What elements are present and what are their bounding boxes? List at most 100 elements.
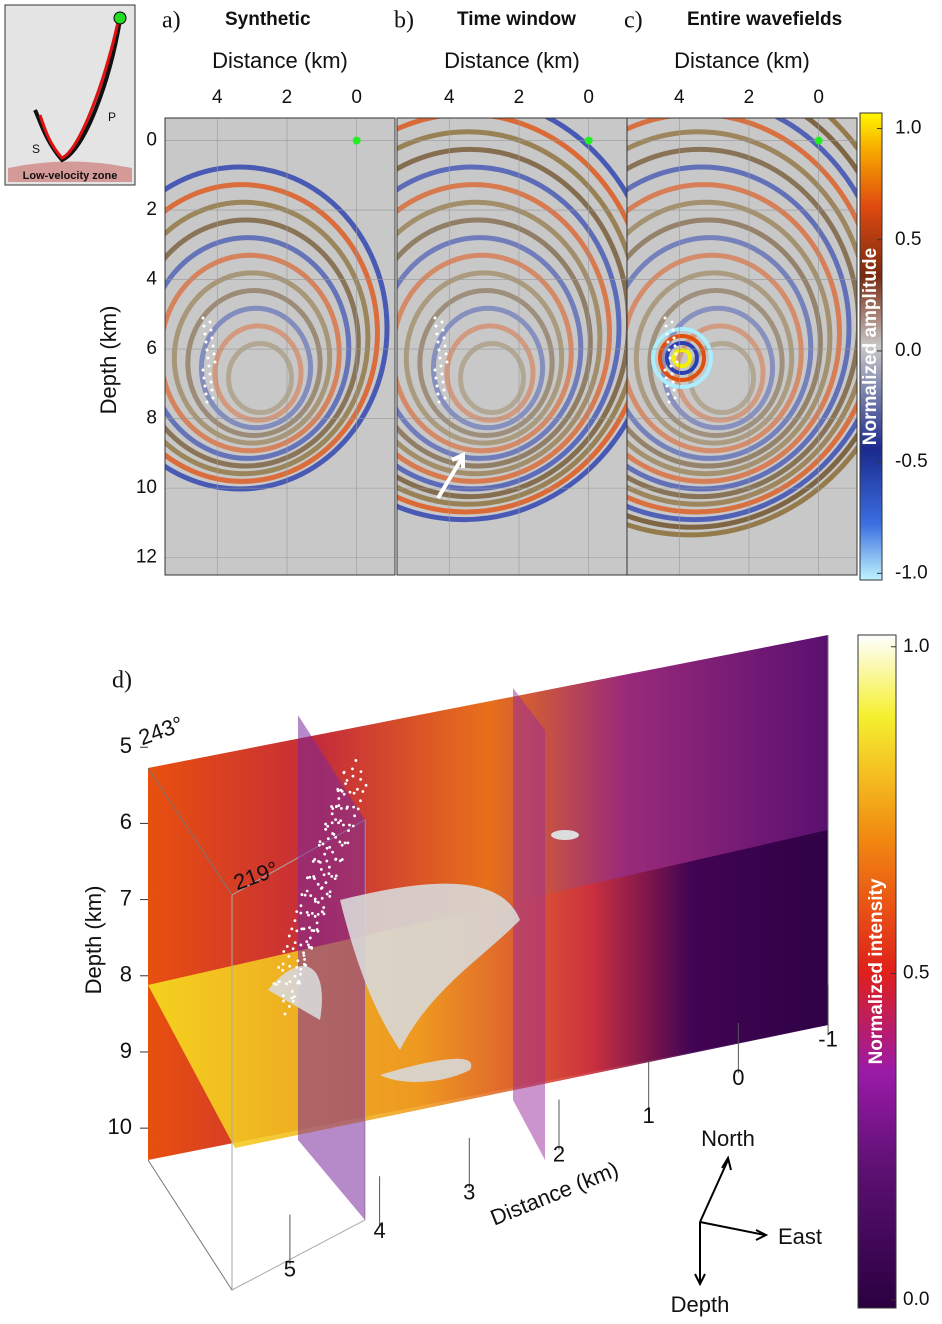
source [352, 136, 361, 145]
event [310, 946, 314, 950]
wave-ring [627, 118, 857, 515]
event [340, 858, 344, 861]
event [331, 832, 334, 835]
wave-ring [198, 305, 314, 431]
wave-ring [165, 199, 371, 477]
event [442, 336, 446, 340]
event [354, 759, 358, 762]
event [666, 392, 670, 396]
y-tick-label: 4 [146, 269, 157, 290]
event [316, 882, 320, 886]
source [814, 136, 823, 145]
x-tick-label: 2 [514, 87, 525, 108]
y-tick-label: 5 [120, 733, 132, 758]
event [348, 790, 352, 794]
event [203, 332, 207, 336]
event [299, 967, 303, 971]
event [327, 865, 331, 869]
event [324, 827, 328, 831]
colorbar-tick-label: 0.5 [903, 962, 929, 983]
event [213, 360, 217, 364]
event [318, 840, 322, 844]
event [352, 805, 356, 809]
event [434, 376, 438, 380]
wave-ring [397, 235, 584, 461]
event [293, 941, 297, 945]
wave-ring [397, 129, 627, 507]
y-tick-label: 8 [146, 408, 157, 429]
event [275, 982, 279, 986]
x-tick-label: 0 [351, 87, 362, 108]
panel-letter: b) [394, 8, 414, 34]
event [285, 944, 289, 948]
event [308, 936, 312, 940]
event [351, 774, 355, 778]
event [212, 352, 216, 356]
wave-ring [212, 323, 304, 423]
colorbar-tick-label: 1.0 [895, 118, 921, 139]
event [364, 783, 368, 787]
event [671, 380, 675, 384]
event [282, 999, 285, 1003]
event [663, 316, 667, 320]
event [300, 893, 304, 896]
x-tick-label: 4 [212, 87, 223, 108]
event [308, 926, 311, 930]
wave-ring [403, 270, 565, 446]
x-axis-label: Distance (km) [674, 48, 810, 73]
event [293, 974, 297, 978]
panel-letter: d) [112, 668, 132, 694]
event [290, 996, 294, 1000]
event [333, 877, 337, 881]
wave-ring [633, 270, 795, 446]
focus-ring [665, 341, 699, 375]
event [310, 912, 314, 915]
event [305, 940, 309, 944]
wave-ring [627, 217, 823, 469]
event [277, 965, 281, 969]
event [302, 954, 306, 957]
wave-ring [165, 217, 361, 469]
event [664, 376, 668, 380]
event [211, 396, 215, 400]
event [209, 380, 213, 384]
event [303, 963, 307, 967]
event [326, 824, 330, 828]
event [433, 316, 437, 320]
event [436, 392, 440, 396]
event [325, 892, 329, 896]
event [291, 999, 295, 1003]
event [208, 372, 212, 376]
event [308, 875, 312, 879]
event [665, 332, 669, 336]
event [441, 380, 445, 384]
wave-ring [397, 164, 622, 492]
x-tick-label: 4 [444, 87, 455, 108]
event [668, 356, 672, 360]
event [328, 845, 332, 849]
event [673, 396, 677, 400]
event [306, 943, 310, 947]
event [317, 843, 321, 847]
event [330, 812, 334, 816]
event [336, 789, 340, 793]
event [288, 980, 292, 983]
wave-ring [417, 288, 555, 438]
panel-title: Time window [457, 9, 576, 30]
event [671, 328, 675, 332]
wave-ring [627, 118, 857, 538]
event [339, 788, 343, 792]
event [299, 972, 302, 976]
wave-ring [397, 146, 627, 500]
x-tick-label: 4 [674, 87, 685, 108]
event [344, 782, 348, 786]
event [295, 910, 299, 914]
x-axis-label: Distance (km) [212, 48, 348, 73]
event [292, 995, 296, 999]
event [331, 850, 334, 854]
x-tick-label: -1 [818, 1026, 838, 1051]
wave-ring [627, 252, 804, 454]
event [342, 771, 346, 775]
event [337, 821, 340, 825]
event [313, 900, 317, 903]
